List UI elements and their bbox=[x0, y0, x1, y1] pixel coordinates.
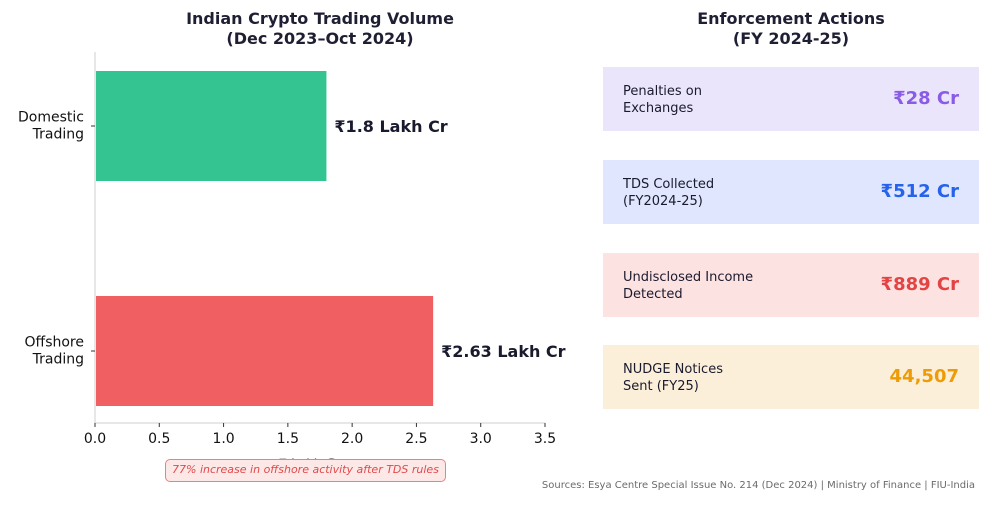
bar-1 bbox=[96, 296, 434, 406]
enforcement-card-undisclosed-income: Undisclosed Income Detected ₹889 Cr bbox=[603, 253, 979, 317]
bar-value-label: ₹1.8 Lakh Cr bbox=[334, 117, 447, 136]
card-label: Penalties on Exchanges bbox=[623, 84, 702, 116]
enforcement-card-penalties: Penalties on Exchanges ₹28 Cr bbox=[603, 67, 979, 131]
enforcement-card-tds: TDS Collected (FY2024-25) ₹512 Cr bbox=[603, 160, 979, 224]
card-label: TDS Collected (FY2024-25) bbox=[623, 177, 715, 209]
sources-note: Sources: Esya Centre Special Issue No. 2… bbox=[541, 480, 975, 491]
x-tick-label: 3.0 bbox=[470, 431, 492, 447]
bar-chart: ₹1.8 Lakh Cr Domestic Trading ₹2.63 Lakh Cr… bbox=[18, 52, 566, 472]
x-tick-label: 0.0 bbox=[84, 431, 106, 447]
enforcement-card-nudge-notices: NUDGE Notices Sent (FY25) 44,507 bbox=[603, 345, 979, 409]
bar-0 bbox=[96, 71, 327, 181]
bar-value-label: ₹2.63 Lakh Cr bbox=[441, 342, 566, 361]
card-value: ₹512 Cr bbox=[880, 181, 959, 202]
category-label: Domestic Trading bbox=[18, 110, 84, 143]
category-label: Offshore Trading bbox=[25, 335, 84, 368]
enforcement-panel-title: Enforcement Actions (FY 2024-25) bbox=[697, 9, 885, 48]
x-tick-label: 3.5 bbox=[534, 431, 556, 447]
card-label: NUDGE Notices Sent (FY25) bbox=[623, 362, 723, 394]
card-value: 44,507 bbox=[889, 366, 959, 387]
chart-title: Indian Crypto Trading Volume (Dec 2023–O… bbox=[186, 9, 454, 48]
x-tick-label: 1.0 bbox=[212, 431, 234, 447]
x-tick-label: 1.5 bbox=[277, 431, 299, 447]
x-tick-label: 0.5 bbox=[148, 431, 170, 447]
card-value: ₹28 Cr bbox=[893, 88, 959, 109]
card-label: Undisclosed Income Detected bbox=[623, 270, 754, 302]
annotation-note: 77% increase in offshore activity after … bbox=[165, 459, 446, 482]
x-tick-label: 2.5 bbox=[405, 431, 427, 447]
card-value: ₹889 Cr bbox=[880, 274, 959, 295]
x-tick-label: 2.0 bbox=[341, 431, 363, 447]
